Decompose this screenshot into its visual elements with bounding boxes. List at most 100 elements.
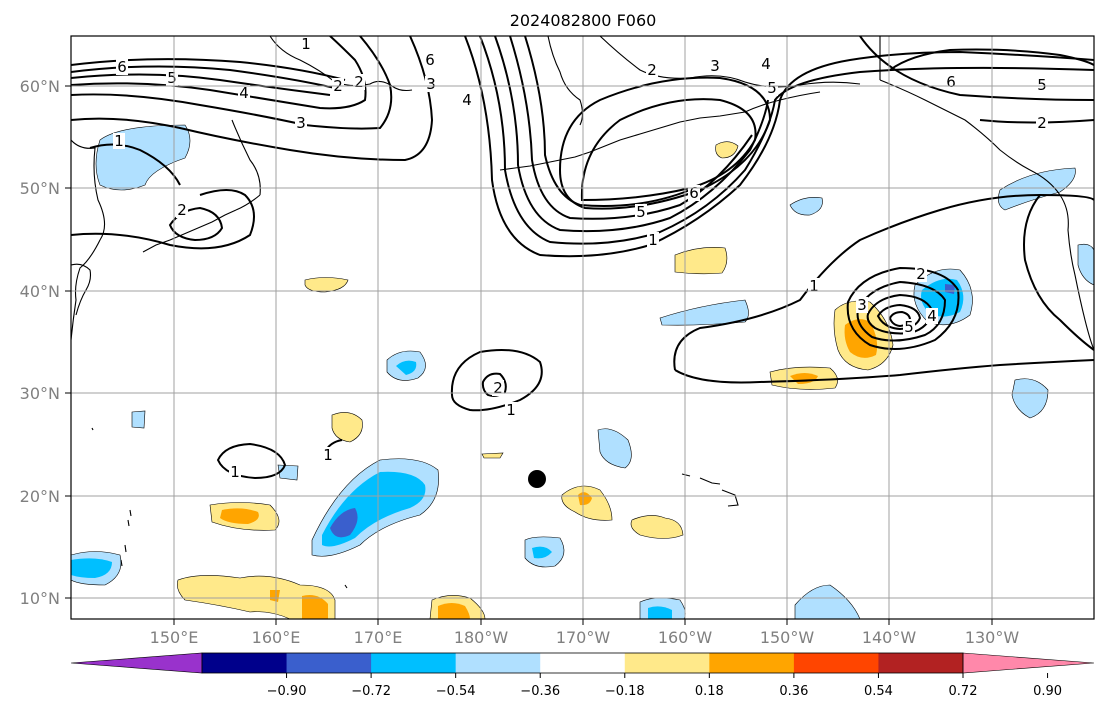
- shade-blue-ne-coast: [998, 167, 1076, 211]
- lon-label: 170°W: [556, 628, 611, 647]
- contour-ne-ridge-c: [979, 119, 1094, 124]
- contour-label: 4: [461, 91, 473, 109]
- coast-japan: [71, 263, 92, 316]
- svg-text:4: 4: [927, 307, 937, 325]
- svg-text:5: 5: [1037, 76, 1047, 94]
- shade-blue-center-south-core: [532, 546, 552, 559]
- contour-trough-3: [494, 36, 769, 233]
- colorbar-swatch: [878, 653, 964, 673]
- coast-kamchatka: [231, 119, 261, 211]
- coast-islands-w: [120, 509, 132, 567]
- colorbar-tick-label: 0.90: [1033, 684, 1062, 699]
- contour-label-layer: 1 1 2 2 3 3 4 4 5 5 6 6 6 2 3 4 5 6 1 1 …: [113, 36, 1048, 481]
- contour-closed-ne-inner: [580, 98, 757, 202]
- shade-blue-small-1-core: [396, 360, 417, 375]
- contour-2-north: [71, 36, 393, 130]
- contour-label: 3: [295, 114, 307, 132]
- lat-label: 50°N: [20, 179, 60, 198]
- svg-text:4: 4: [462, 91, 472, 109]
- shade-blue-mid-west-inner: [330, 508, 358, 538]
- colorbar-tick-label: 0.36: [779, 684, 808, 699]
- lon-label: 180°W: [454, 628, 509, 647]
- svg-text:2: 2: [177, 201, 187, 219]
- shade-blue-small-3: [277, 464, 299, 481]
- colorbar-swatch: [455, 653, 541, 673]
- svg-text:2: 2: [1037, 114, 1047, 132]
- contour-trough-1: [464, 36, 1094, 258]
- colorbar-tick-label: −0.90: [267, 684, 307, 699]
- contour-center-1: [450, 349, 543, 412]
- shade-orange-south-west-2: [270, 590, 280, 602]
- lat-label: 30°N: [20, 384, 60, 403]
- anomaly-shading: [71, 124, 1094, 619]
- colorbar-frame: [201, 652, 964, 674]
- contour-label: 2: [492, 379, 504, 397]
- lon-label: 150°W: [760, 628, 815, 647]
- svg-text:5: 5: [904, 318, 914, 336]
- contour-low-2: [856, 280, 947, 342]
- svg-text:3: 3: [426, 75, 436, 93]
- contour-ne-ridge-b: [889, 48, 1094, 71]
- contour-4-north: [71, 73, 331, 96]
- contour-east-1b: [674, 359, 1094, 384]
- contour-label: 1: [113, 132, 125, 150]
- svg-text:3: 3: [857, 296, 867, 314]
- location-marker: [528, 470, 546, 488]
- contour-label: 3: [425, 75, 437, 93]
- svg-text:2: 2: [493, 379, 503, 397]
- coast-asia: [71, 139, 106, 341]
- lon-label: 150°E: [150, 628, 199, 647]
- contour-ne-ridge-a: [859, 36, 1094, 101]
- shade-blue-small-east: [789, 197, 823, 216]
- shade-yellow-small-c: [481, 452, 504, 459]
- svg-text:1: 1: [114, 132, 124, 150]
- shade-yellow-center-e: [630, 515, 684, 539]
- shade-yellow-south-west: [177, 575, 336, 619]
- contour-label: 2: [176, 201, 188, 219]
- svg-text:2: 2: [354, 73, 364, 91]
- shade-yellow-small-a: [304, 277, 349, 293]
- contour-6-north: [71, 58, 346, 81]
- contour-low-1: [846, 266, 960, 350]
- contour-1-north: [71, 36, 434, 162]
- svg-text:6: 6: [946, 73, 956, 91]
- contour-label: 5: [635, 203, 647, 221]
- coast-alaska-south: [599, 36, 861, 88]
- shade-orange-south-west: [302, 595, 328, 619]
- lat-label: 60°N: [20, 77, 60, 96]
- contour-label: 6: [116, 58, 128, 76]
- colorbar-extend-high: [962, 652, 1095, 674]
- svg-text:6: 6: [689, 184, 699, 202]
- colorbar: −0.90 −0.72 −0.54 −0.36 −0.18 0.18 0.36 0.54 0.7…: [70, 652, 1095, 699]
- svg-text:6: 6: [117, 58, 127, 76]
- svg-text:1: 1: [323, 446, 333, 464]
- coast-kuril: [142, 209, 237, 253]
- contour-label: 5: [903, 318, 915, 336]
- contour-label: 2: [353, 73, 365, 91]
- colorbar-swatch: [624, 653, 710, 673]
- svg-text:1: 1: [506, 401, 516, 419]
- svg-text:3: 3: [296, 114, 306, 132]
- colorbar-tick-label: −0.54: [436, 684, 476, 699]
- map-title: 2024082800 F060: [510, 11, 657, 30]
- contour-east-1: [673, 193, 1094, 371]
- contour-west-2: [168, 206, 224, 242]
- svg-text:1: 1: [648, 231, 658, 249]
- colorbar-swatch: [202, 653, 288, 673]
- lat-label: 20°N: [20, 487, 60, 506]
- shade-yellow-small-ne: [715, 141, 739, 159]
- coast-hawaii-3: [721, 489, 739, 507]
- coast-island-mid: [344, 584, 348, 589]
- shade-blue-hawaii-n: [597, 428, 632, 469]
- shade-blue-east-south: [1011, 378, 1049, 419]
- shade-yellow-small-b: [331, 412, 363, 443]
- colorbar-tick-label: 0.54: [864, 684, 893, 699]
- contour-label: 1: [647, 231, 659, 249]
- svg-text:5: 5: [167, 69, 177, 87]
- contour-label: 1: [229, 463, 241, 481]
- coast-hawaii-1: [681, 473, 691, 477]
- contour-label: 4: [760, 55, 772, 73]
- colorbar-tick-label: −0.72: [351, 684, 391, 699]
- shade-blue-nw: [95, 124, 191, 191]
